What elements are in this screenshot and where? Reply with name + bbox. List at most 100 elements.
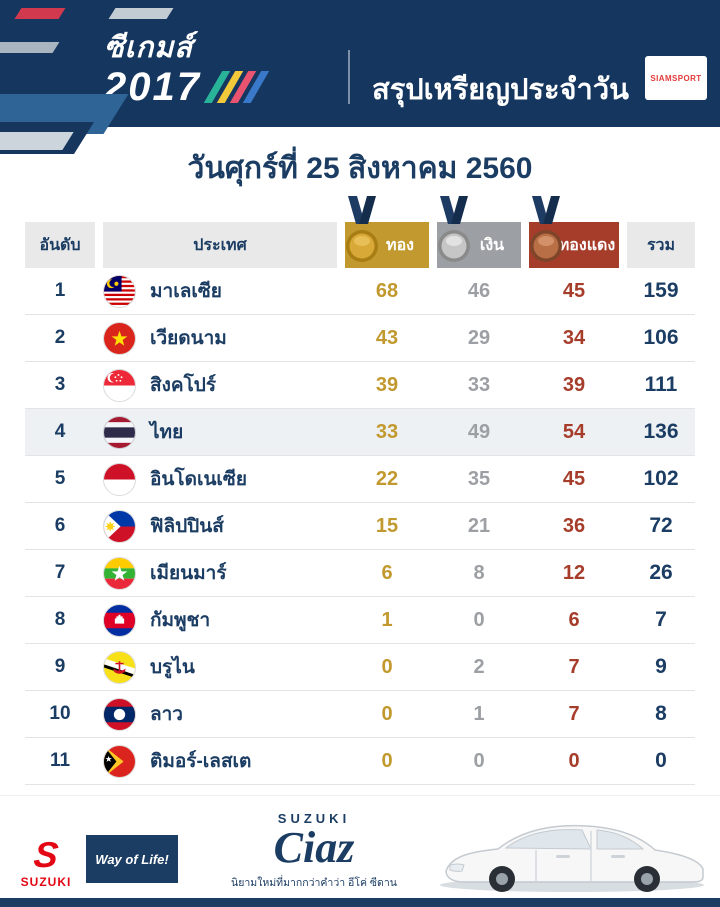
table-header-row: อันดับ ประเทศ ทอง <box>25 196 695 268</box>
footer-navy-strip <box>0 898 720 907</box>
silver-count-cell: 8 <box>473 561 485 584</box>
gold-count-cell: 0 <box>381 702 393 725</box>
country-cell: มาเลเซีย <box>103 274 337 308</box>
country-cell: เวียดนาม <box>103 321 337 355</box>
column-header-total: รวม <box>627 222 695 268</box>
country-cell: เมียนมาร์ <box>103 556 337 590</box>
gold-count-cell: 22 <box>375 467 399 490</box>
gold-count-cell: 6 <box>381 561 393 584</box>
silver-count-cell: 33 <box>467 373 491 396</box>
total-count-cell: 102 <box>643 467 679 490</box>
column-header-silver: เงิน <box>437 196 521 268</box>
total-count-cell: 159 <box>643 279 679 302</box>
flag-vietnam-icon <box>103 321 136 355</box>
bronze-count-cell: 7 <box>568 655 580 678</box>
country-name: มาเลเซีย <box>150 281 222 302</box>
country-cell: ไทย <box>103 415 337 449</box>
flag-laos-icon <box>103 697 136 731</box>
siamsport-logo-text: SIAMSPORT <box>650 73 702 83</box>
rank-cell: 2 <box>54 327 66 348</box>
rank-cell: 9 <box>54 656 66 677</box>
bronze-count-cell: 54 <box>562 420 586 443</box>
total-count-cell: 0 <box>655 749 667 772</box>
rank-cell: 3 <box>54 374 66 395</box>
rank-cell: 11 <box>49 750 71 771</box>
total-count-cell: 7 <box>655 608 667 631</box>
silver-medal-icon <box>438 196 470 262</box>
total-count-cell: 136 <box>643 420 679 443</box>
country-name: สิงคโปร์ <box>150 375 217 396</box>
logo-color-stripes-icon <box>203 71 270 103</box>
total-count-cell: 8 <box>655 702 667 725</box>
silver-count-cell: 29 <box>467 326 491 349</box>
ad-brand-text: SUZUKI <box>277 811 351 826</box>
rank-cell: 5 <box>54 468 66 489</box>
table-row: 10 ลาว 0 1 7 8 <box>25 691 695 738</box>
flag-indonesia-icon <box>103 462 136 496</box>
way-of-life-badge: Way of Life! <box>86 835 178 883</box>
rank-cell: 7 <box>54 562 66 583</box>
flag-brunei-icon <box>103 650 136 684</box>
total-count-cell: 9 <box>655 655 667 678</box>
bronze-count-cell: 12 <box>562 561 586 584</box>
silver-count-cell: 0 <box>473 608 485 631</box>
bronze-count-cell: 0 <box>568 749 580 772</box>
gold-count-cell: 1 <box>381 608 393 631</box>
logo-text-line1: ซีเกมส์ <box>104 32 193 64</box>
bronze-count-cell: 6 <box>568 608 580 631</box>
silver-count-cell: 0 <box>473 749 485 772</box>
gold-count-cell: 43 <box>375 326 399 349</box>
table-row: 4 ไทย 33 49 54 136 <box>25 409 695 456</box>
bronze-count-cell: 39 <box>562 373 586 396</box>
flag-singapore-icon <box>103 368 136 402</box>
page-title: สรุปเหรียญประจำวัน <box>372 74 629 106</box>
silver-count-cell: 2 <box>473 655 485 678</box>
sponsor-footer: S SUZUKI Way of Life! SUZUKI Ciaz นิยามใ… <box>0 795 720 907</box>
decorative-stripe-gray <box>108 8 174 19</box>
siamsport-logo: SIAMSPORT <box>645 56 707 100</box>
column-header-silver-label: เงิน <box>479 236 505 254</box>
column-header-country: ประเทศ <box>103 222 337 268</box>
gold-count-cell: 68 <box>375 279 399 302</box>
date-heading: วันศุกร์ที่ 25 สิงหาคม 2560 <box>187 152 533 185</box>
ciaz-ad-text: SUZUKI Ciaz นิยามใหม่ที่มากกว่าคำว่า อีโ… <box>198 811 430 891</box>
table-body: 1 มาเลเซีย 68 46 45 159 2 เวียดนาม 43 29 34 106 3 สิง… <box>25 268 695 785</box>
gold-count-cell: 39 <box>375 373 399 396</box>
silver-count-cell: 21 <box>467 514 491 537</box>
gold-count-cell: 0 <box>381 749 393 772</box>
gold-count-cell: 0 <box>381 655 393 678</box>
bronze-medal-icon <box>530 196 562 262</box>
table-row: 3 สิงคโปร์ 39 33 39 111 <box>25 362 695 409</box>
table-row: 5 อินโดเนเซีย 22 35 45 102 <box>25 456 695 503</box>
country-name: ฟิลิปปินส์ <box>150 516 224 537</box>
suzuki-logo-text: SUZUKI <box>20 875 72 889</box>
seagames-2017-logo: ซีเกมส์ 2017 <box>104 32 270 107</box>
column-header-rank: อันดับ <box>25 222 95 268</box>
column-header-bronze: ทองแดง <box>529 196 619 268</box>
column-header-gold-label: ทอง <box>386 236 414 254</box>
flag-timor_leste-icon <box>103 744 136 778</box>
rank-cell: 6 <box>54 515 66 536</box>
rank-cell: 8 <box>54 609 66 630</box>
country-name: ไทย <box>150 422 184 443</box>
silver-count-cell: 1 <box>473 702 485 725</box>
bronze-count-cell: 45 <box>562 467 586 490</box>
total-count-cell: 106 <box>643 326 679 349</box>
country-cell: สิงคโปร์ <box>103 368 337 402</box>
decorative-stripe-gray <box>0 42 60 53</box>
flag-malaysia-icon <box>103 274 136 308</box>
suzuki-logo: S SUZUKI <box>14 834 78 889</box>
suzuki-ciaz-car-image <box>440 824 704 892</box>
table-row: 1 มาเลเซีย 68 46 45 159 <box>25 268 695 315</box>
medal-table: อันดับ ประเทศ ทอง <box>0 196 720 785</box>
total-count-cell: 111 <box>644 373 678 396</box>
bronze-count-cell: 7 <box>568 702 580 725</box>
country-name: บรูไน <box>150 657 195 678</box>
table-row: 9 บรูไน 0 2 7 9 <box>25 644 695 691</box>
ad-tagline: นิยามใหม่ที่มากกว่าคำว่า อีโค่ ซีดาน <box>231 877 397 889</box>
decorative-stripe-red <box>14 8 66 19</box>
table-row: 7 เมียนมาร์ 6 8 12 26 <box>25 550 695 597</box>
gold-count-cell: 33 <box>375 420 399 443</box>
country-cell: กัมพูชา <box>103 603 337 637</box>
